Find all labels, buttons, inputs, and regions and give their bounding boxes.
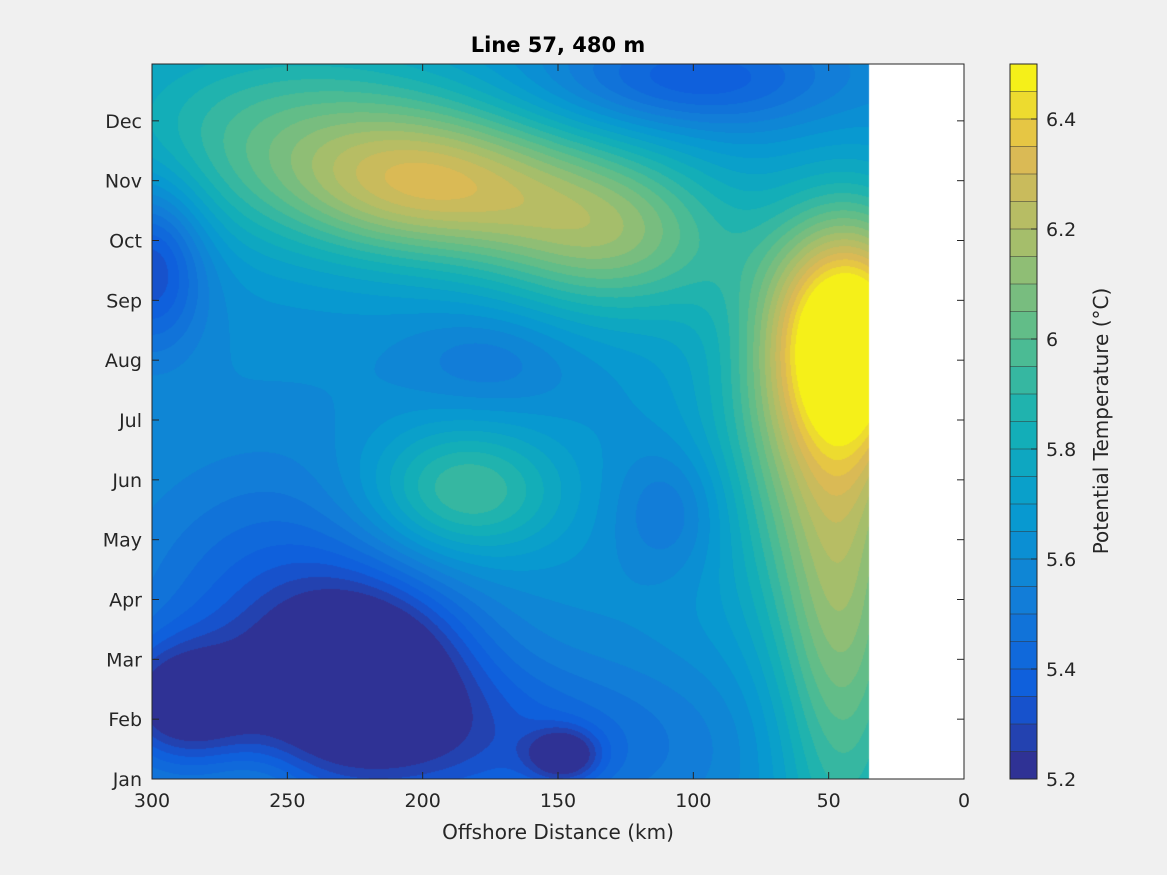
y-tick-label: Mar: [106, 649, 142, 671]
x-tick-label: 0: [958, 790, 970, 812]
colorbar-tick-label: 6: [1046, 329, 1058, 351]
colorbar-frame: [1009, 63, 1038, 780]
y-tick-label: Feb: [108, 709, 142, 731]
x-tick-label: 100: [675, 790, 711, 812]
colorbar-tick-label: 5.6: [1046, 549, 1076, 571]
colorbar-label: Potential Temperature (°C): [1089, 288, 1113, 555]
colorbar-tick-label: 6.4: [1046, 109, 1076, 131]
x-axis-label: Offshore Distance (km): [442, 820, 674, 844]
x-tick-label: 50: [817, 790, 841, 812]
colorbar-tick-label: 6.2: [1046, 219, 1076, 241]
y-tick-label: Oct: [109, 231, 142, 253]
colorbar-tick-label: 5.4: [1046, 659, 1076, 681]
y-axis-ticks: Jan Feb Mar Apr May Jun Jul Aug Sep Oct Nov Dec: [103, 111, 964, 791]
x-axis-ticks: 300 250 200 150 100 50 0: [134, 64, 970, 812]
chart-title: Line 57, 480 m: [471, 33, 646, 57]
temperature-contour-field: [152, 64, 964, 779]
x-tick-label: 250: [269, 790, 305, 812]
y-tick-label: Apr: [109, 590, 142, 612]
colorbar-tick-label: 5.2: [1046, 769, 1076, 791]
x-tick-label: 200: [405, 790, 441, 812]
colorbar-ticks: 5.2 5.4 5.6 5.8 6 6.2 6.4: [1031, 109, 1076, 791]
x-tick-label: 150: [540, 790, 576, 812]
x-tick-label: 300: [134, 790, 170, 812]
colorbar: 5.2 5.4 5.6 5.8 6 6.2 6.4 Potential Temperatur…: [1009, 63, 1113, 791]
y-tick-label: Dec: [105, 111, 142, 133]
y-tick-label: Sep: [106, 290, 142, 312]
y-tick-label: May: [103, 530, 142, 552]
y-tick-label: Aug: [105, 350, 142, 372]
y-tick-label: Nov: [105, 171, 142, 193]
y-tick-label: Jun: [111, 470, 142, 492]
y-tick-label: Jan: [112, 769, 142, 791]
colorbar-tick-label: 5.8: [1046, 439, 1076, 461]
y-tick-label: Jul: [118, 410, 142, 432]
